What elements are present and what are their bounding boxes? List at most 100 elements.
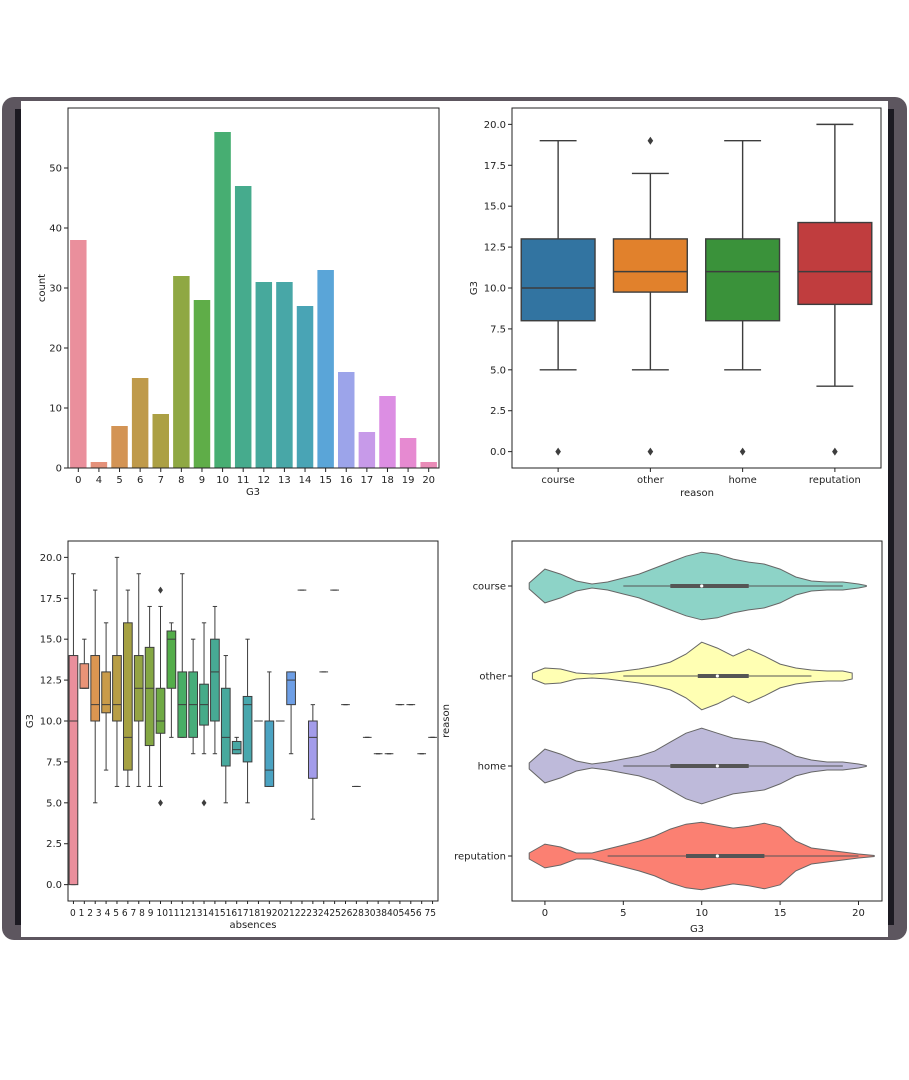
box-course	[520, 140, 596, 456]
y-tick-label-40: 40	[49, 224, 62, 235]
box-iqr	[264, 720, 275, 787]
violin-home	[528, 727, 867, 805]
box-6	[133, 573, 144, 787]
violin-ylabel: reason	[441, 704, 452, 738]
box-0	[68, 573, 79, 886]
violin-x-ticks: 0 5 10 15 20	[542, 901, 865, 919]
y-tick-label-home: home	[478, 762, 506, 773]
count-bar-15	[317, 270, 334, 468]
box-iqr	[231, 740, 242, 755]
y-tick-label-0.0: 0.0	[490, 447, 506, 458]
box-iqr	[166, 630, 177, 689]
y-tick-label-course: course	[473, 582, 506, 593]
outlier-point	[832, 447, 838, 456]
absences-boxplot-boxes	[68, 556, 437, 904]
x-tick-label-20: 20	[422, 475, 435, 486]
y-tick-label-17.5: 17.5	[484, 161, 506, 172]
x-tick-label-20: 20	[852, 908, 865, 919]
y-tick-label-10.0: 10.0	[484, 284, 506, 295]
box-3	[101, 622, 111, 771]
frame-edge-left	[15, 109, 23, 925]
y-tick-label-17.5: 17.5	[40, 594, 62, 605]
countplot-xlabel: G3	[246, 487, 260, 498]
x-tick-label-11: 11	[237, 475, 250, 486]
violin-course	[528, 551, 867, 621]
x-tick-label-4: 4	[96, 475, 102, 486]
countplot-frame	[67, 107, 440, 469]
box-20	[286, 671, 296, 755]
box-2	[90, 589, 101, 804]
outlier-point	[555, 447, 561, 456]
box-7	[144, 605, 155, 787]
count-bar-16	[338, 372, 355, 468]
count-bar-9	[193, 300, 211, 468]
absences-boxplot-chart: 0.0 2.5 5.0 7.5 10.0 12.5 15.0 17.5 20.0 0 1 2 3…	[25, 540, 439, 931]
box-11	[188, 638, 198, 755]
violin-other	[531, 641, 853, 711]
count-bar-11	[234, 186, 252, 468]
box-iqr	[101, 671, 111, 714]
reason-boxplot-chart: 0.0 2.5 5.0 7.5 10.0 12.5 15.0 17.5 20.0 course o…	[469, 107, 882, 499]
x-tick-label-other: other	[637, 475, 665, 486]
box-22	[308, 704, 318, 820]
x-tick-label-reputation: reputation	[809, 475, 861, 486]
x-tick-label-course: course	[541, 475, 574, 486]
count-bar-19	[399, 438, 417, 468]
y-tick-label-other: other	[479, 672, 507, 683]
y-tick-label-10: 10	[49, 404, 62, 415]
count-bar-14	[296, 306, 314, 468]
countplot-x-ticks: 0 4 5 6 7 8 9 10 11 12 13 14 15 16 17 18 19 20	[75, 468, 435, 486]
violin-median	[715, 674, 719, 678]
countplot-ylabel: count	[37, 274, 48, 302]
reason-boxplot-boxes	[520, 123, 873, 456]
outlier-point	[201, 799, 207, 807]
box-1	[79, 638, 90, 689]
y-tick-label-20.0: 20.0	[484, 120, 506, 131]
box-iqr	[155, 687, 166, 734]
count-bar-17	[358, 432, 376, 468]
absences-boxplot-ylabel: G3	[25, 714, 36, 728]
x-tick-label-10: 10	[695, 908, 708, 919]
box-iqr	[286, 671, 296, 706]
box-15	[231, 736, 242, 755]
y-tick-label-15.0: 15.0	[40, 635, 62, 646]
y-tick-label-30: 30	[49, 284, 62, 295]
outlier-point	[647, 447, 654, 456]
box-iqr	[210, 638, 220, 722]
x-tick-label-0: 0	[75, 475, 81, 486]
box-iqr	[112, 655, 122, 722]
x-tick-label-10: 10	[216, 475, 229, 486]
count-bar-4	[90, 462, 108, 468]
reason-boxplot-ylabel: G3	[469, 281, 480, 295]
y-tick-label-0.0: 0.0	[46, 880, 62, 891]
y-tick-label-10.0: 10.0	[40, 717, 62, 728]
y-tick-label-5.0: 5.0	[46, 798, 62, 809]
box-5	[123, 589, 133, 787]
violin-y-ticks: course other home reputation	[454, 582, 512, 863]
x-tick-label-0: 0	[542, 908, 548, 919]
x-tick-label-9: 9	[199, 475, 205, 486]
reason-boxplot-xlabel: reason	[680, 488, 714, 499]
x-tick-label-15: 15	[774, 908, 787, 919]
count-bar-20	[420, 462, 437, 468]
y-tick-label-5.0: 5.0	[490, 365, 506, 376]
violin-median	[715, 854, 719, 858]
count-bar-18	[379, 396, 396, 468]
box-iqr	[520, 238, 596, 322]
countplot-bars	[70, 132, 437, 468]
count-bar-12	[255, 282, 273, 468]
count-bar-10	[214, 132, 231, 468]
x-tick-label-7: 7	[158, 475, 164, 486]
violin-xlabel: G3	[690, 924, 704, 935]
box-4	[112, 556, 122, 787]
x-tick-label-19: 19	[402, 475, 415, 486]
box-iqr	[79, 663, 90, 689]
box-8	[155, 586, 166, 807]
x-tick-label-13: 13	[278, 475, 291, 486]
box-home	[705, 140, 781, 456]
x-tick-label-6: 6	[137, 475, 143, 486]
box-iqr	[123, 622, 133, 771]
x-tick-label-14: 14	[299, 475, 312, 486]
y-tick-label-12.5: 12.5	[484, 243, 506, 254]
